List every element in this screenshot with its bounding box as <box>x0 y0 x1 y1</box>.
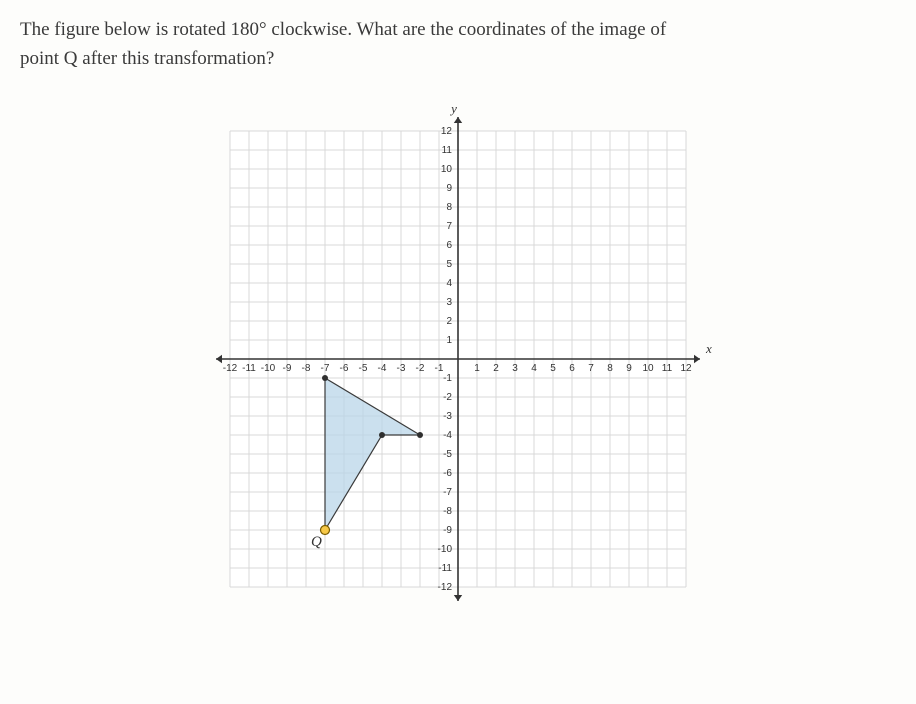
x-tick-label: 10 <box>642 363 654 374</box>
x-tick-label: -10 <box>261 363 276 374</box>
axis-arrowhead <box>216 355 222 363</box>
question-line-2: point Q after this transformation? <box>20 48 274 69</box>
point-q-label: Q <box>311 534 322 550</box>
question-text: The figure below is rotated 180° clockwi… <box>20 16 896 73</box>
x-tick-label: -2 <box>416 363 425 374</box>
y-tick-label: 6 <box>446 240 452 251</box>
y-axis-label: y <box>449 103 457 116</box>
y-tick-label: -2 <box>443 392 452 403</box>
y-tick-label: -3 <box>443 411 452 422</box>
y-tick-label: 12 <box>441 126 453 137</box>
y-tick-label: 7 <box>446 221 452 232</box>
axis-arrowhead <box>454 595 462 601</box>
y-tick-label: -1 <box>443 373 452 384</box>
y-tick-label: -9 <box>443 525 452 536</box>
x-tick-label: 5 <box>550 363 556 374</box>
y-tick-label: -11 <box>438 563 452 574</box>
y-tick-label: 9 <box>446 183 452 194</box>
x-tick-label: -6 <box>340 363 349 374</box>
axis-arrowhead <box>454 117 462 123</box>
x-tick-label: -5 <box>359 363 368 374</box>
y-tick-label: -4 <box>443 430 452 441</box>
x-tick-label: 9 <box>626 363 632 374</box>
y-tick-label: 4 <box>446 278 452 289</box>
x-tick-label: -9 <box>283 363 292 374</box>
y-tick-label: -12 <box>438 582 453 593</box>
y-tick-label: -8 <box>443 506 452 517</box>
y-tick-label: -7 <box>443 487 452 498</box>
x-tick-label: 3 <box>512 363 518 374</box>
x-tick-label: 8 <box>607 363 613 374</box>
polygon-vertex <box>379 432 385 438</box>
y-tick-label: -10 <box>438 544 453 555</box>
x-tick-label: -3 <box>397 363 406 374</box>
y-tick-label: 11 <box>442 145 453 156</box>
x-tick-label: 2 <box>493 363 499 374</box>
y-tick-label: 3 <box>446 297 452 308</box>
polygon-vertex <box>417 432 423 438</box>
y-tick-label: -5 <box>443 449 452 460</box>
coordinate-grid: Q-12-11-10-9-8-7-6-5-4-3-2-1123456789101… <box>200 103 716 615</box>
x-tick-label: -8 <box>302 363 311 374</box>
y-tick-label: -6 <box>443 468 452 479</box>
axis-arrowhead <box>694 355 700 363</box>
x-tick-label: 7 <box>588 363 594 374</box>
x-axis-label: x <box>705 341 712 356</box>
point-q <box>321 526 330 535</box>
x-tick-label: -11 <box>242 363 256 374</box>
y-tick-label: 8 <box>446 202 452 213</box>
polygon-vertex <box>322 375 328 381</box>
y-tick-label: 1 <box>446 335 452 346</box>
x-tick-label: -4 <box>378 363 387 374</box>
chart-container: Q-12-11-10-9-8-7-6-5-4-3-2-1123456789101… <box>20 103 896 615</box>
x-tick-label: 1 <box>474 363 480 374</box>
x-tick-label: 4 <box>531 363 537 374</box>
y-tick-label: 2 <box>446 316 452 327</box>
question-line-1: The figure below is rotated 180° clockwi… <box>20 19 666 40</box>
x-tick-label: 11 <box>662 363 673 374</box>
y-tick-label: 5 <box>446 259 452 270</box>
x-tick-label: -7 <box>321 363 330 374</box>
x-tick-label: 12 <box>680 363 692 374</box>
y-tick-label: 10 <box>441 164 453 175</box>
x-tick-label: 6 <box>569 363 575 374</box>
x-tick-label: -12 <box>223 363 238 374</box>
